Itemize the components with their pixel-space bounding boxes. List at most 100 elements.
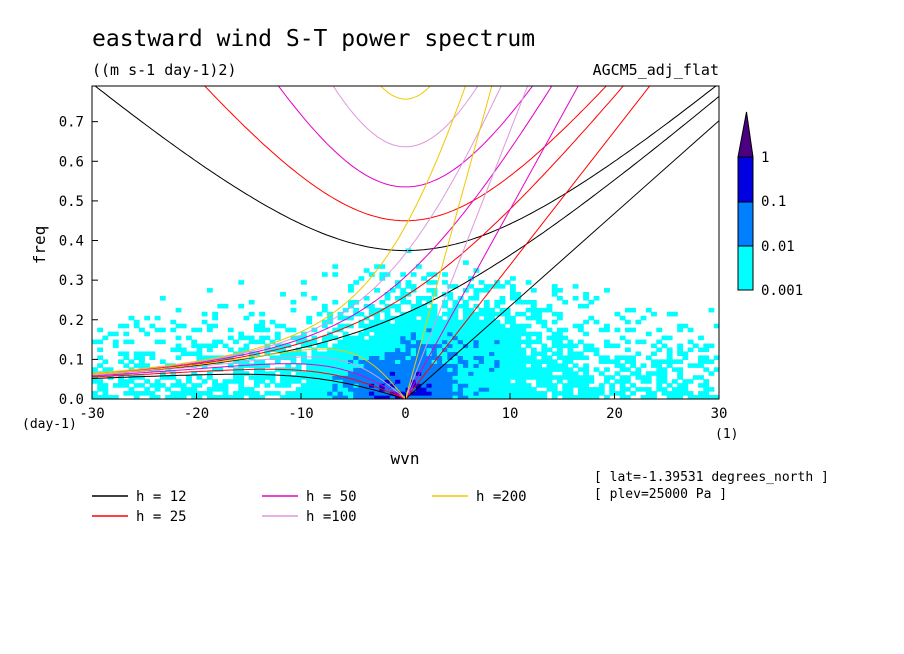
heat-cell	[442, 371, 448, 376]
heat-cell	[332, 387, 339, 392]
heat-cell	[504, 363, 511, 368]
heat-cell	[671, 391, 678, 396]
heat-cell	[442, 347, 448, 353]
heat-cell	[358, 375, 365, 380]
heat-cell	[510, 371, 516, 376]
heat-cell	[536, 307, 542, 313]
heat-cell	[457, 367, 464, 372]
heat-cell	[337, 315, 344, 321]
heat-cell	[389, 335, 396, 341]
heat-cell	[546, 367, 553, 372]
heat-cell	[478, 339, 485, 345]
heat-cell	[431, 303, 438, 309]
heat-cell	[473, 363, 480, 368]
heat-cell	[431, 375, 438, 380]
heat-cell	[577, 303, 584, 309]
heat-cell	[447, 355, 454, 360]
heat-cell	[123, 323, 130, 329]
heat-cell	[656, 347, 663, 353]
heat-cell	[436, 359, 443, 364]
heat-cell	[384, 335, 391, 341]
heat-cell	[557, 351, 563, 357]
rossby-curve	[92, 373, 406, 399]
heat-cell	[604, 288, 610, 293]
heat-cell	[525, 383, 532, 388]
heat-cell	[562, 395, 569, 399]
heat-cell	[384, 343, 391, 349]
heat-cell	[483, 391, 490, 396]
heat-cell	[295, 375, 302, 380]
inertia-gravity-curve	[380, 86, 431, 100]
chart-subtitle: ((m s-1 day-1)2)	[92, 61, 237, 79]
heat-cell	[698, 391, 704, 396]
heat-cell	[348, 391, 354, 396]
heat-cell	[175, 323, 182, 329]
heat-cell	[149, 351, 156, 357]
heat-cell	[405, 284, 412, 289]
heat-cell	[170, 375, 177, 380]
heat-cell	[280, 347, 286, 353]
heat-cell	[112, 339, 119, 345]
heat-cell	[243, 347, 250, 353]
heat-cell	[530, 311, 537, 317]
heat-cell	[530, 331, 537, 337]
heat-cell	[321, 343, 328, 349]
heat-cell	[530, 355, 537, 360]
heat-cell	[368, 379, 375, 384]
heat-cell	[374, 335, 380, 341]
heat-cell	[651, 359, 657, 364]
heat-cell	[112, 343, 119, 349]
heat-cell	[583, 355, 589, 360]
y-tick-label: 0.0	[59, 392, 84, 408]
heat-cell	[280, 323, 286, 329]
heat-cell	[112, 331, 119, 337]
heat-cell	[671, 367, 678, 372]
heat-cell	[551, 311, 558, 317]
heat-cell	[395, 351, 401, 357]
heat-cell	[577, 367, 584, 372]
heat-cell	[510, 347, 516, 353]
heat-cell	[133, 375, 140, 380]
heat-cell	[311, 359, 318, 364]
heat-cell	[389, 367, 396, 372]
heat-cell	[358, 343, 365, 349]
heat-cell	[368, 391, 375, 396]
heat-cell	[159, 375, 166, 380]
heat-cell	[421, 375, 427, 380]
heat-cell	[557, 367, 563, 372]
heat-cell	[457, 395, 464, 399]
heat-cell	[144, 387, 151, 392]
heat-cell	[154, 339, 161, 345]
heat-cell	[572, 395, 579, 399]
heat-cell	[374, 323, 380, 329]
heat-cell	[567, 351, 574, 357]
heat-cell	[426, 315, 433, 321]
heat-cell	[353, 311, 360, 317]
heat-cell	[395, 383, 401, 388]
heat-cell	[473, 303, 480, 309]
heat-cell	[713, 395, 719, 399]
heat-cell	[206, 371, 213, 376]
heat-cell	[222, 383, 229, 388]
heat-cell	[217, 339, 224, 345]
heat-cell	[619, 387, 626, 392]
heat-cell	[295, 387, 302, 392]
heat-cell	[327, 379, 333, 384]
heat-cell	[233, 359, 239, 364]
heat-cell	[332, 351, 339, 357]
heat-cell	[123, 339, 130, 345]
heat-cell	[368, 355, 375, 360]
heat-cell	[640, 339, 647, 345]
heat-cell	[457, 319, 464, 325]
heat-cell	[212, 323, 218, 329]
heat-cell	[614, 391, 621, 396]
chart-title: eastward wind S-T power spectrum	[92, 26, 535, 52]
heat-cell	[379, 347, 386, 353]
heat-cell	[311, 351, 318, 357]
heat-cell	[92, 367, 98, 372]
heat-cell	[630, 359, 636, 364]
heat-cell	[259, 379, 266, 384]
heat-cell	[363, 387, 370, 392]
legend-label: h = 12	[136, 489, 187, 505]
